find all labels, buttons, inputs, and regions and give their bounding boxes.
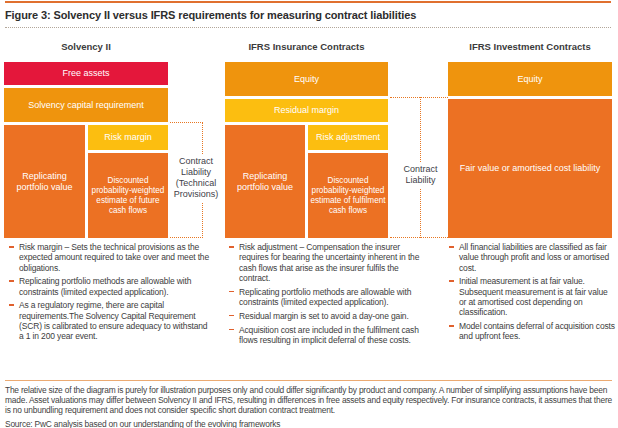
bullet-list-ifrs-insurance: Risk adjustment – Compensation the insur… xyxy=(228,242,428,345)
bracket1-dotted-bottom xyxy=(170,237,203,238)
box-risk-margin: Risk margin xyxy=(88,125,168,150)
footnote-text: The relative size of the diagram is pure… xyxy=(5,385,612,415)
column-header-ifrs-insurance: IFRS Insurance Contracts xyxy=(225,41,388,52)
top-accent-rule xyxy=(5,1,611,3)
figure-footer: The relative size of the diagram is pure… xyxy=(5,380,612,428)
box-fair-value-or-amortised-cost-liability: Fair value or amortised cost liability xyxy=(448,99,612,238)
bracket2-dotted-bottom xyxy=(390,237,448,238)
bullets-ifrs-insurance: Risk adjustment – Compensation the insur… xyxy=(228,242,428,349)
bracket-label-contract-liability-technical-provisions: Contract Liability (Technical Provisions… xyxy=(168,154,224,202)
box-discounted-estimate-fulfilment-cash-flows: Discounted probability-weighted estimate… xyxy=(308,153,388,238)
box-risk-adjustment: Risk adjustment xyxy=(308,125,388,150)
box-discounted-estimate-future-cash-flows: Discounted probability-weighted estimate… xyxy=(88,153,168,238)
box-solvency-capital-requirement: Solvency capital requirement xyxy=(4,88,168,122)
bullet-item: Initial measurement is at fair value. Su… xyxy=(448,276,616,317)
bullet-item: Risk adjustment – Compensation the insur… xyxy=(228,242,428,283)
figure-page: Figure 3: Solvency II versus IFRS requir… xyxy=(0,0,618,428)
box-replicating-portfolio-value-ifrs: Replicating portfolio value xyxy=(225,125,305,238)
box-residual-margin: Residual margin xyxy=(225,99,388,122)
bracket-label-contract-liability: Contract Liability xyxy=(392,162,449,188)
bracket1-dotted-top xyxy=(170,122,203,123)
column-header-ifrs-investment: IFRS Investment Contracts xyxy=(448,41,612,52)
box-replicating-portfolio-value-sii: Replicating portfolio value xyxy=(4,125,85,238)
diagram-area: Solvency II IFRS Insurance Contracts IFR… xyxy=(0,40,618,240)
bullet-item: Residual margin is set to avoid a day-on… xyxy=(228,311,428,321)
title-dotted-separator xyxy=(5,27,611,28)
box-equity-insurance: Equity xyxy=(225,62,388,96)
box-equity-investment: Equity xyxy=(448,62,612,96)
bullet-item: Model contains deferral of acquisition c… xyxy=(448,321,616,342)
bullet-item: Acquisition cost are included in the ful… xyxy=(228,325,428,346)
bullet-list-solvency-ii: Risk margin – Sets the technical provisi… xyxy=(8,242,211,342)
bracket2-dotted-top xyxy=(390,97,448,98)
bullet-item: Replicating portfolio methods are allowa… xyxy=(228,287,428,308)
box-free-assets: Free assets xyxy=(4,62,168,85)
bullet-item: All financial liabilities are classified… xyxy=(448,242,616,273)
source-line: Source: PwC analysis based on our unders… xyxy=(5,419,612,428)
bullets-solvency-ii: Risk margin – Sets the technical provisi… xyxy=(8,242,211,345)
bullet-list-ifrs-investment: All financial liabilities are classified… xyxy=(448,242,616,342)
bullet-item: Replicating portfolio methods are allowa… xyxy=(8,276,211,297)
bullet-item: Risk margin – Sets the technical provisi… xyxy=(8,242,211,273)
figure-title: Figure 3: Solvency II versus IFRS requir… xyxy=(5,9,416,21)
column-header-solvency-ii: Solvency II xyxy=(4,41,168,52)
bullet-item: As a regulatory regime, there are capita… xyxy=(8,300,211,341)
bullets-ifrs-investment: All financial liabilities are classified… xyxy=(448,242,616,345)
